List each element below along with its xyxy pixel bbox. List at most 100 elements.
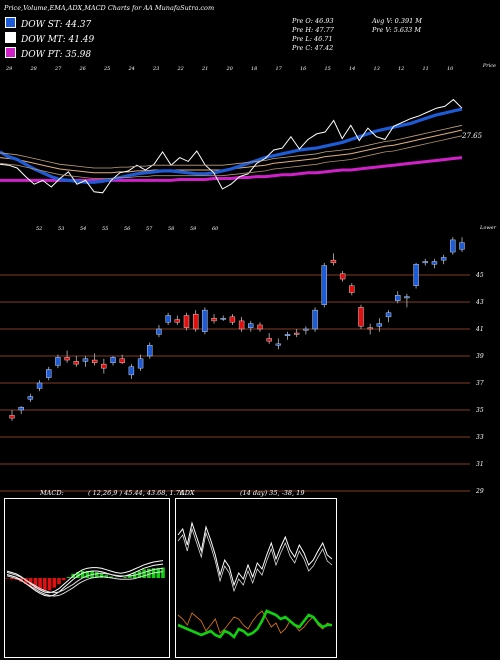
value-annotation: 27.65 <box>461 132 483 140</box>
candle-body <box>248 323 254 328</box>
ema-series-price <box>0 98 463 194</box>
top-axis-label: 20 <box>226 66 234 72</box>
legend-dow-pt: DOW PT: 35.98 <box>5 47 127 60</box>
top-axis-label: 12 <box>398 66 404 72</box>
candle-body <box>349 285 355 293</box>
top-axis-label: 15 <box>325 66 331 72</box>
adx-series-di <box>177 521 333 587</box>
ema-series-aux-2 <box>0 124 463 169</box>
top-axis-label: 29 <box>5 66 13 72</box>
top-axis-label: 28 <box>30 66 37 72</box>
candle-body <box>64 357 70 361</box>
candle-body <box>36 382 43 389</box>
candle-body <box>459 242 465 250</box>
candle-body <box>312 309 318 330</box>
top-axis-label: 24 <box>128 66 135 72</box>
candle-body <box>211 318 217 322</box>
macd-panel <box>4 498 170 658</box>
top-axis-label: 17 <box>276 66 283 72</box>
mid-axis-label: 55 <box>102 226 108 232</box>
legend-swatch-mt <box>5 32 16 43</box>
top-axis-label: 27 <box>54 66 62 72</box>
price-tick-label: 35 <box>476 407 484 414</box>
candle-body <box>431 261 438 265</box>
top-axis-label: 16 <box>300 66 307 72</box>
candle-body <box>91 359 98 363</box>
candle-body <box>303 328 309 331</box>
stat-open: Pre O: 46.93 <box>292 17 334 25</box>
candle-body <box>385 312 392 318</box>
stat-high: Pre H: 47.77 <box>292 26 334 34</box>
price-tick-label: 39 <box>476 353 484 360</box>
candle-body <box>101 363 107 369</box>
adx-label: ADX <box>180 489 195 497</box>
legend-label-pt: DOW PT: 35.98 <box>21 50 92 60</box>
top-axis-label: 23 <box>152 66 159 72</box>
candle-body <box>174 319 181 323</box>
price-tick-label: 29 <box>475 488 484 495</box>
price-tick-label: 45 <box>475 272 484 279</box>
chart-title: Price,Volume,EMA,ADX,MACD Charts for AA … <box>4 4 215 12</box>
candle-body <box>73 361 79 365</box>
candle-body <box>339 273 346 280</box>
top-axis-label: 26 <box>79 66 87 72</box>
mid-axis-label: 60 <box>212 226 219 232</box>
macd-params: ( 12,26,9 ) 45.44, 43.68, 1.76 <box>88 489 185 497</box>
candle-body <box>330 259 337 264</box>
adx-panel <box>175 498 337 658</box>
mid-axis-label: 54 <box>80 226 86 232</box>
candle-body <box>18 407 24 411</box>
macd-series-macd <box>6 563 164 597</box>
mid-axis-label: 59 <box>190 226 197 232</box>
candle-body <box>275 343 282 346</box>
candle-body <box>284 334 291 336</box>
candle-body <box>367 327 373 330</box>
stat-pre-volume: Pre V: 5.633 M <box>372 26 422 34</box>
stat-avg-volume: Avg V: 0.391 M <box>372 17 422 25</box>
macd-series-signal <box>6 567 164 594</box>
mid-axis-label: 57 <box>146 226 153 232</box>
lower-annotation: Lower <box>479 225 497 231</box>
mid-axis-label: 52 <box>36 226 42 232</box>
candle-body <box>27 396 34 400</box>
top-axis-label: 18 <box>251 66 257 72</box>
candle-body <box>413 264 419 287</box>
candle-body <box>358 307 364 327</box>
adx-params: (14 day) 35, -38, 19 <box>240 489 305 497</box>
candle-body <box>257 324 263 330</box>
mid-axis-label: 53 <box>58 226 64 232</box>
price-tick-label: 37 <box>476 380 484 387</box>
macd-label: MACD: <box>40 489 64 497</box>
price-tick-label: 43 <box>475 299 484 306</box>
top-axis-label: 22 <box>177 66 184 72</box>
legend-dow-st: DOW ST: 44.37 <box>5 17 127 30</box>
top-axis-label: 13 <box>374 66 380 72</box>
candle-body <box>220 318 226 320</box>
top-axis-label: 10 <box>447 66 454 72</box>
ema-series-aux-1 <box>0 135 463 179</box>
macd-series-macd <box>6 560 164 594</box>
candle-body <box>440 257 447 261</box>
candle-body <box>165 315 171 323</box>
candle-body <box>192 313 199 330</box>
price-annotation: Price <box>482 63 496 69</box>
candle-body <box>238 320 245 330</box>
legend-swatch-pt <box>5 47 16 58</box>
ema-series-dow-st <box>0 107 463 184</box>
candle-body <box>55 357 61 366</box>
legend-swatch-st <box>5 17 16 28</box>
candle-body <box>293 332 300 335</box>
legend-label-mt: DOW MT: 41.49 <box>21 35 95 45</box>
candle-body <box>266 338 272 342</box>
candle-body <box>395 295 401 301</box>
top-axis-label: 11 <box>423 66 429 72</box>
candle-body <box>321 265 327 305</box>
candle-body <box>202 309 208 332</box>
top-axis-label: 21 <box>201 66 208 72</box>
stat-low: Pre L: 46.71 <box>292 35 333 43</box>
candle-body <box>229 316 236 323</box>
adx-series-adx <box>177 609 332 639</box>
legend-label-st: DOW ST: 44.37 <box>21 20 92 30</box>
candle-body <box>9 415 15 419</box>
